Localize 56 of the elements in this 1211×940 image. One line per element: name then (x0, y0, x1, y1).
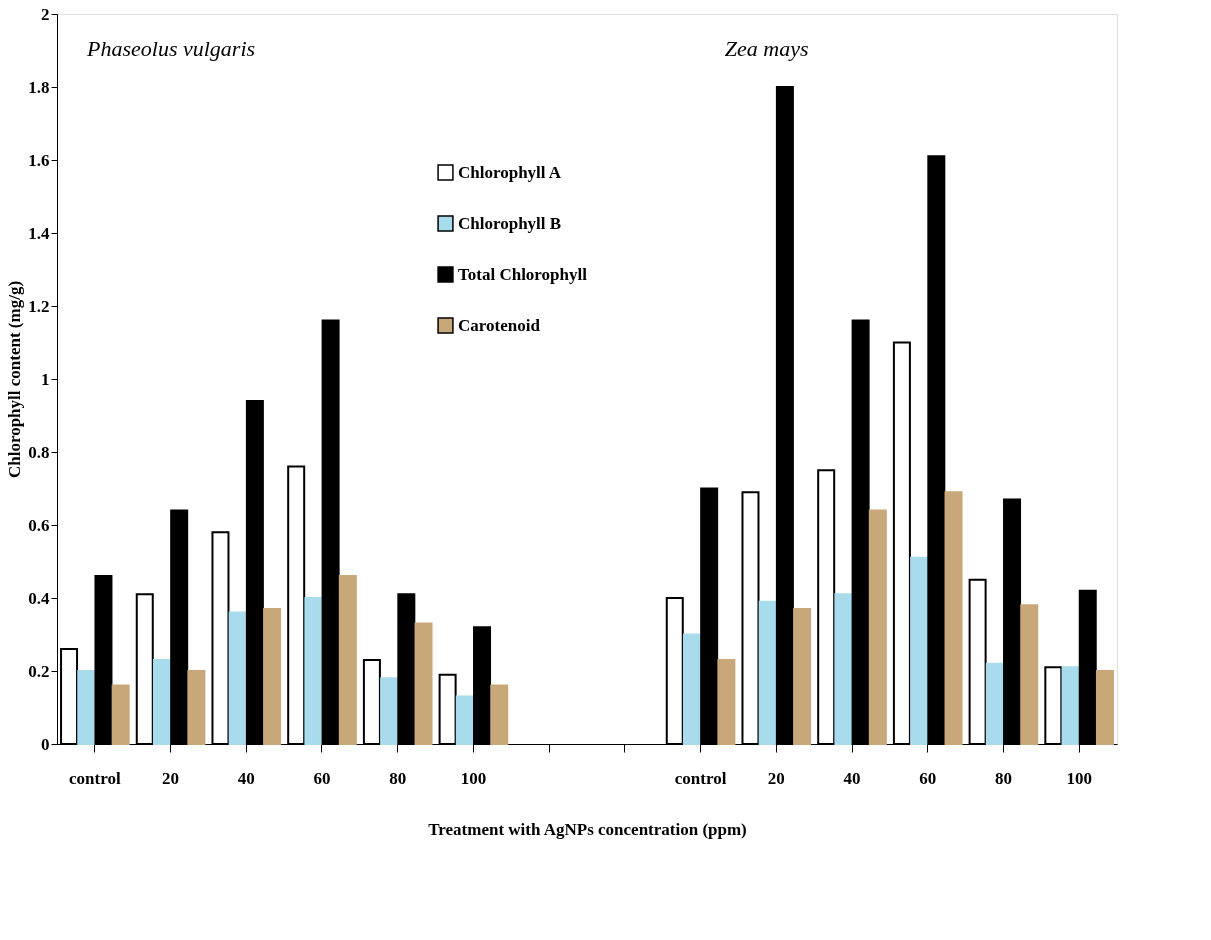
x-tick-label: 20 (162, 768, 180, 788)
x-tick-label: 20 (767, 768, 785, 788)
x-tick-label: 80 (994, 768, 1012, 788)
bar (152, 659, 171, 745)
y-axis-title: Chlorophyll content (mg/g) (5, 280, 25, 479)
y-tick-label: 2 (41, 4, 50, 24)
bar (490, 684, 509, 745)
bar (717, 659, 736, 745)
bar (321, 319, 340, 745)
y-tick-label: 0.2 (28, 661, 50, 681)
bar (1061, 666, 1080, 745)
bar (985, 662, 1004, 745)
legend-label: Carotenoid (458, 315, 541, 335)
y-tick-label: 0.8 (28, 442, 50, 462)
y-tick-label: 1.4 (28, 223, 50, 243)
bar (455, 695, 474, 745)
y-tick-label: 1 (41, 369, 50, 389)
y-tick-label: 1.2 (28, 296, 50, 316)
bar (793, 607, 812, 745)
bar (944, 491, 963, 745)
bar (910, 556, 929, 745)
bar (263, 607, 282, 745)
bar (682, 633, 701, 745)
bar (834, 593, 853, 745)
x-tick-label: 80 (389, 768, 407, 788)
bar (228, 611, 247, 745)
y-tick-label: 1.8 (28, 77, 50, 97)
bar (111, 684, 130, 745)
bar (1095, 670, 1114, 745)
x-tick-label: control (69, 768, 121, 788)
x-axis-title: Treatment with AgNPs concentration (ppm) (428, 819, 747, 839)
annotation: Phaseolus vulgaris (86, 36, 256, 61)
y-tick-label: 0 (41, 734, 50, 754)
bar (304, 597, 323, 745)
legend-label: Chlorophyll A (458, 162, 562, 182)
x-tick-label: 100 (460, 768, 487, 788)
x-tick-label: control (674, 768, 727, 788)
bar (77, 670, 96, 745)
y-tick-label: 0.4 (28, 588, 50, 608)
x-tick-label: 60 (313, 768, 331, 788)
x-tick-label: 100 (1066, 768, 1092, 788)
y-tick-label: 1.6 (28, 150, 50, 170)
bar (1020, 604, 1039, 745)
x-tick-label: 40 (843, 768, 861, 788)
bar (187, 670, 206, 745)
y-tick-label: 0.6 (28, 515, 50, 535)
bar (414, 622, 433, 745)
bar (380, 677, 399, 745)
legend-label: Chlorophyll B (458, 213, 562, 233)
bar (338, 575, 357, 745)
bar (758, 600, 777, 745)
x-tick-label: 60 (919, 768, 937, 788)
x-tick-label: 40 (237, 768, 255, 788)
bar (868, 509, 887, 745)
legend-label: Total Chlorophyll (458, 264, 588, 284)
annotation: Zea mays (724, 36, 809, 61)
